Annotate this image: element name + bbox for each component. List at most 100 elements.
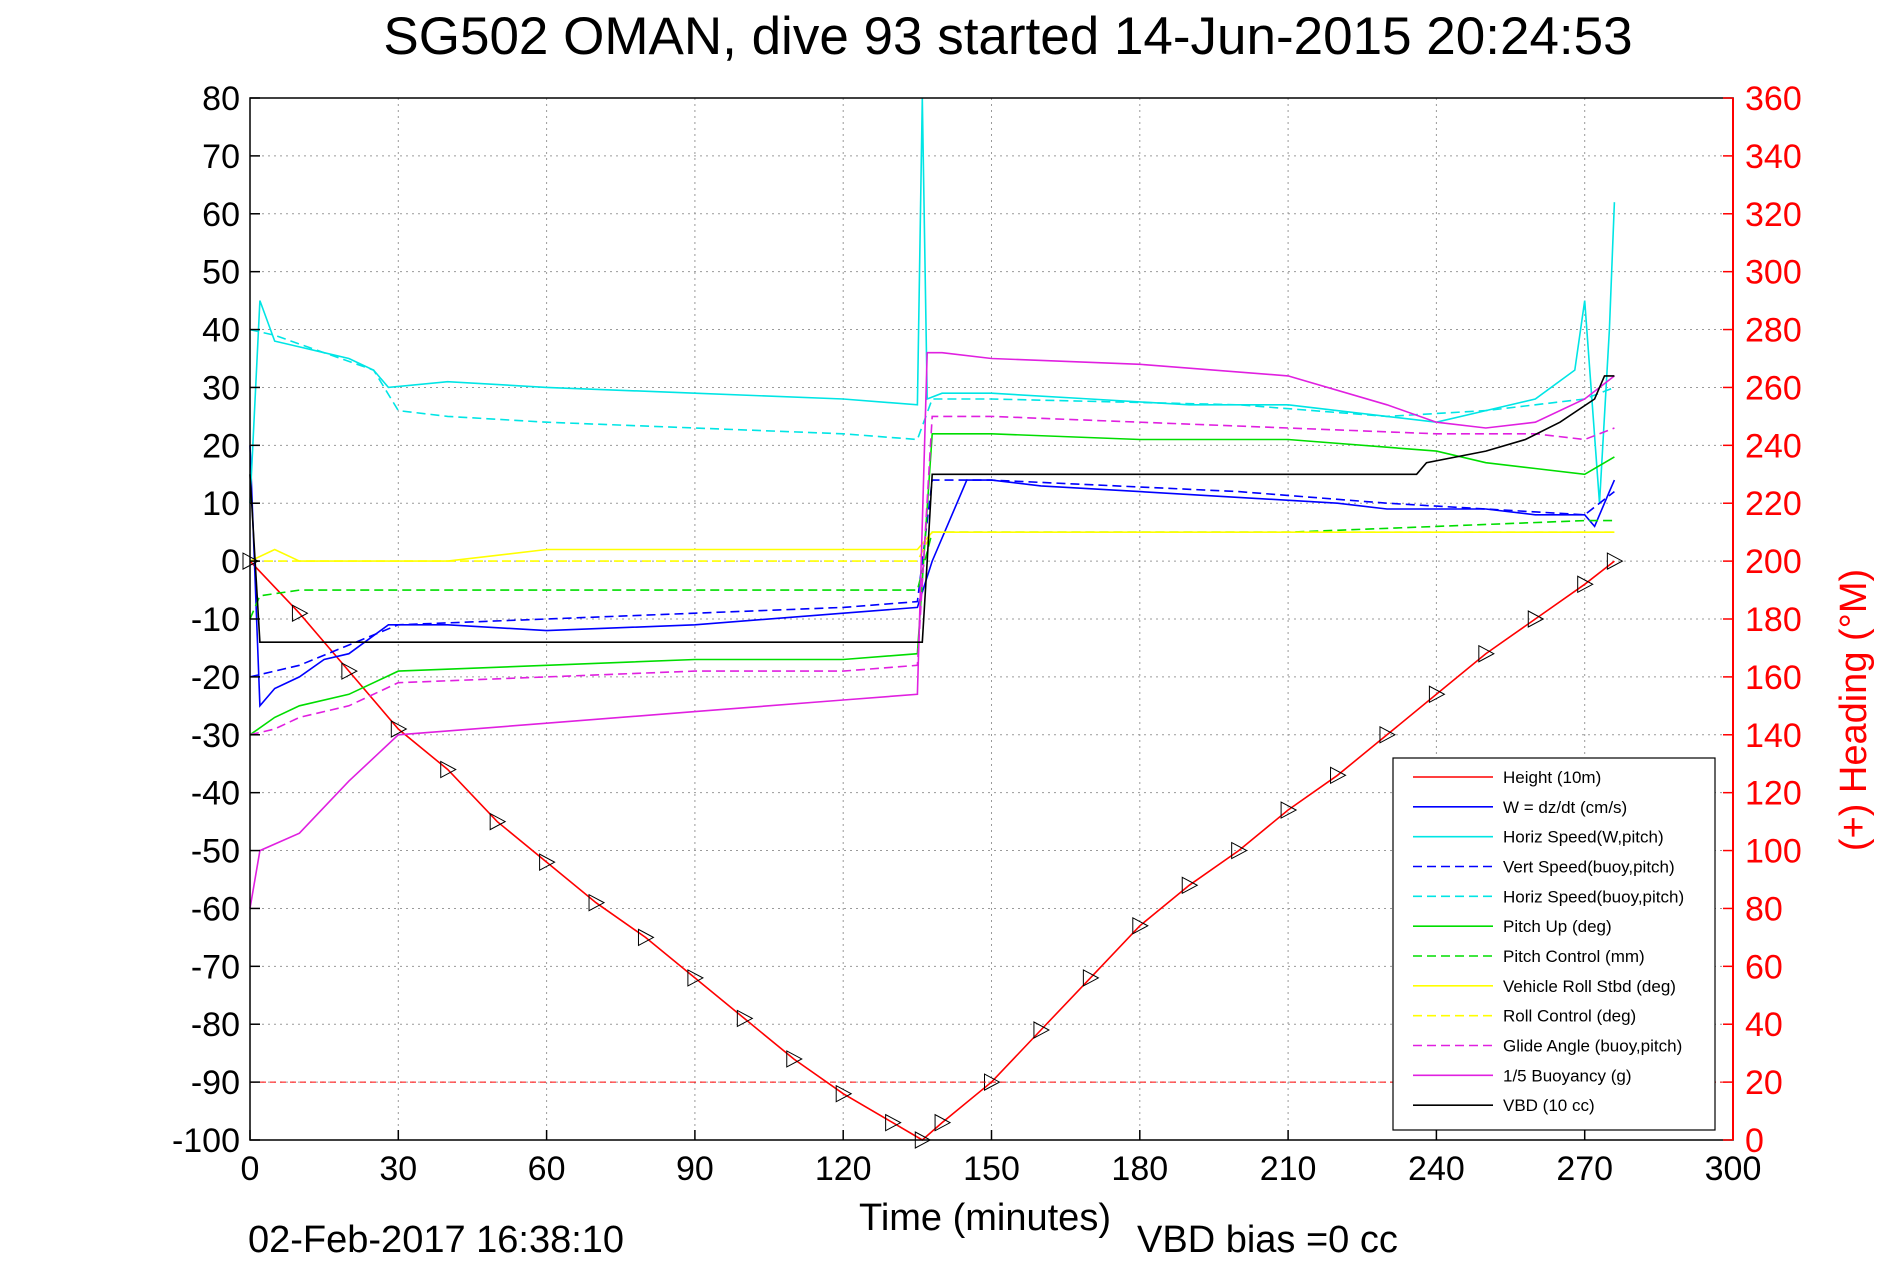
x-tick-label: 0 bbox=[241, 1150, 260, 1188]
depth-marker bbox=[588, 893, 606, 912]
series-line-vert-speed-buoy-pitch bbox=[249, 479, 1615, 678]
y-tick-label: -90 bbox=[191, 1064, 240, 1102]
chart-title: SG502 OMAN, dive 93 started 14-Jun-2015 … bbox=[383, 7, 1632, 66]
depth-marker bbox=[1231, 841, 1248, 860]
series-line-1-5-buoyancy-g bbox=[249, 351, 1615, 909]
x-tick-label: 180 bbox=[1111, 1150, 1168, 1188]
plot-area bbox=[249, 97, 1616, 1141]
y2-tick-label: 340 bbox=[1745, 138, 1802, 176]
y2-tick-label: 320 bbox=[1745, 196, 1802, 234]
depth-marker bbox=[1606, 552, 1624, 570]
y2-tick-label: 300 bbox=[1745, 254, 1802, 292]
legend: Height (10m) W = dz/dt (cm/s) Horiz Speed(… bbox=[1392, 757, 1716, 1131]
x-tick-label: 150 bbox=[963, 1150, 1020, 1188]
y-tick-label: 30 bbox=[202, 369, 240, 407]
depth-marker bbox=[687, 969, 704, 987]
depth-marker bbox=[1280, 801, 1298, 819]
series-line-glide-angle-buoy-pitch bbox=[249, 415, 1615, 736]
depth-marker bbox=[489, 812, 507, 831]
y2-tick-label: 280 bbox=[1745, 312, 1802, 350]
legend-label: Horiz Speed(W,pitch) bbox=[1503, 828, 1664, 847]
y2-tick-label: 240 bbox=[1745, 427, 1802, 465]
legend-label: Vert Speed(buoy,pitch) bbox=[1503, 858, 1675, 877]
x-tick-label: 90 bbox=[676, 1150, 714, 1188]
y2-tick-label: 80 bbox=[1745, 890, 1783, 928]
series-line-pitch-control-mm bbox=[249, 519, 1615, 620]
depth-marker bbox=[291, 604, 309, 623]
depth-marker bbox=[390, 720, 408, 738]
series-line-height-10m bbox=[249, 560, 1615, 1141]
x-tick-label: 30 bbox=[379, 1150, 417, 1188]
y-tick-label: -50 bbox=[191, 833, 240, 871]
depth-marker bbox=[440, 760, 457, 779]
x-tick-label: 300 bbox=[1705, 1150, 1762, 1188]
y2-tick-label: 360 bbox=[1745, 80, 1802, 118]
y-tick-label: 50 bbox=[202, 254, 240, 292]
y2-tick-label: 220 bbox=[1745, 485, 1802, 523]
x-tick-label: 270 bbox=[1556, 1150, 1613, 1188]
depth-marker bbox=[885, 1113, 902, 1132]
y2-axis-label: (+) Heading (°M) bbox=[1833, 569, 1875, 851]
x-tick-label: 60 bbox=[528, 1150, 566, 1188]
series-line-horiz-speed-w-pitch bbox=[249, 97, 1616, 504]
footer-vbd-bias: VBD bias =0 cc bbox=[1137, 1219, 1398, 1261]
y2-tick-label: 140 bbox=[1745, 717, 1802, 755]
x-tick-label: 240 bbox=[1408, 1150, 1465, 1188]
legend-box bbox=[1392, 757, 1716, 1131]
legend-label: Vehicle Roll Stbd (deg) bbox=[1503, 977, 1676, 996]
series-line-vbd-10-cc bbox=[249, 375, 1615, 644]
y-tick-label: 70 bbox=[202, 138, 240, 176]
y-tick-label: -40 bbox=[191, 775, 240, 813]
depth-marker bbox=[341, 662, 358, 680]
depth-marker bbox=[736, 1009, 754, 1028]
x-axis-ticks: 0 30 60 90 120 150 180 210 240 270 300 bbox=[241, 1130, 1762, 1188]
depth-marker bbox=[637, 928, 655, 947]
depth-marker bbox=[1379, 725, 1397, 744]
legend-label: Horiz Speed(buoy,pitch) bbox=[1503, 887, 1684, 906]
depth-marker bbox=[1033, 1021, 1050, 1039]
y-tick-label: 80 bbox=[202, 80, 240, 118]
depth-marker bbox=[1330, 766, 1347, 785]
y-tick-label: -70 bbox=[191, 948, 240, 986]
y-tick-label: -10 bbox=[191, 601, 240, 639]
depth-marker bbox=[1082, 969, 1100, 987]
depth-marker bbox=[1478, 644, 1495, 663]
marker-layer bbox=[242, 552, 1624, 1149]
series-line-roll-control-deg bbox=[250, 531, 1615, 562]
depth-marker bbox=[539, 853, 556, 871]
depth-marker bbox=[934, 1113, 952, 1132]
y-tick-label: -100 bbox=[172, 1122, 240, 1160]
y2-tick-label: 0 bbox=[1745, 1122, 1764, 1160]
y-tick-label: -30 bbox=[191, 717, 240, 755]
legend-label: Pitch Control (mm) bbox=[1503, 947, 1645, 966]
depth-marker bbox=[786, 1050, 803, 1068]
legend-label: W = dz/dt (cm/s) bbox=[1503, 798, 1627, 817]
x-tick-label: 210 bbox=[1260, 1150, 1317, 1188]
legend-label: Height (10m) bbox=[1503, 768, 1601, 787]
depth-marker bbox=[1181, 876, 1199, 895]
y2-tick-label: 180 bbox=[1745, 601, 1802, 639]
y-tick-label: -20 bbox=[191, 659, 240, 697]
x-tick-label: 120 bbox=[815, 1150, 872, 1188]
y2-tick-label: 160 bbox=[1745, 659, 1802, 697]
legend-label: Pitch Up (deg) bbox=[1503, 917, 1612, 936]
y-tick-label: 0 bbox=[221, 543, 240, 581]
footer-timestamp: 02-Feb-2017 16:38:10 bbox=[248, 1219, 624, 1261]
y2-tick-label: 260 bbox=[1745, 369, 1802, 407]
y-tick-label: 10 bbox=[202, 485, 240, 523]
depth-marker bbox=[1428, 685, 1446, 704]
legend-label: Roll Control (deg) bbox=[1503, 1007, 1636, 1026]
y2-tick-label: 60 bbox=[1745, 948, 1783, 986]
y-tick-label: -60 bbox=[191, 890, 240, 928]
y-tick-label: -80 bbox=[191, 1006, 240, 1044]
y2-tick-label: 200 bbox=[1745, 543, 1802, 581]
legend-label: VBD (10 cc) bbox=[1503, 1096, 1595, 1115]
x-axis-label: Time (minutes) bbox=[859, 1197, 1111, 1239]
series-line-horiz-speed-buoy-pitch bbox=[249, 328, 1615, 441]
y2-axis-ticks: 3603403203002802602402202001801601401201… bbox=[1723, 80, 1802, 1160]
depth-marker bbox=[1527, 610, 1545, 628]
legend-label: 1/5 Buoyancy (g) bbox=[1503, 1066, 1632, 1085]
y-tick-label: 60 bbox=[202, 196, 240, 234]
depth-marker bbox=[835, 1084, 853, 1103]
